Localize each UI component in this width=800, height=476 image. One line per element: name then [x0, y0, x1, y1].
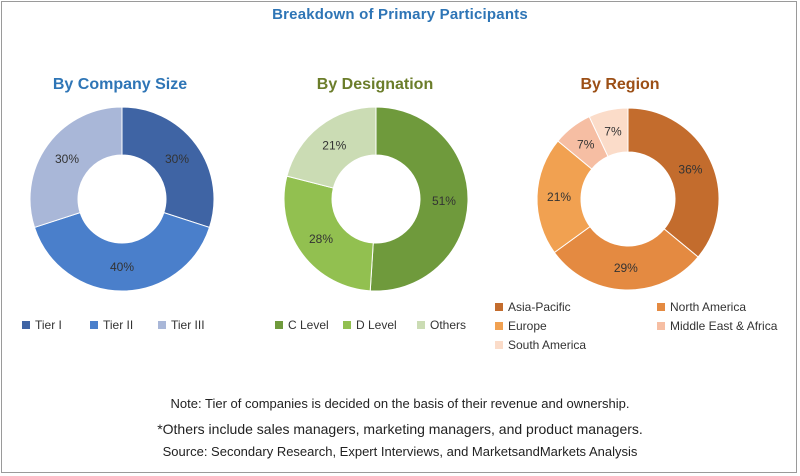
data-label-c-level: 51% — [432, 194, 456, 208]
legend-label: Middle East & Africa — [670, 319, 778, 333]
slice-asia-pacific — [627, 107, 720, 258]
data-label-south-america: 7% — [604, 125, 622, 139]
legend-label: Tier III — [171, 318, 205, 332]
legend-swatch — [495, 322, 503, 330]
legend-swatch — [90, 321, 98, 329]
legend-item-tier-iii: Tier III — [158, 318, 205, 332]
legend-swatch — [417, 321, 425, 329]
slice-tier-i — [121, 106, 215, 229]
tier-note: Note: Tier of companies is decided on th… — [170, 396, 630, 411]
legend-label: Others — [430, 318, 467, 332]
legend-item-d-level: D Level — [343, 318, 397, 332]
others-note: *Others include sales managers, marketin… — [157, 421, 643, 437]
legend-swatch — [495, 303, 503, 311]
legend-item-middle-east-africa: Middle East & Africa — [657, 319, 777, 333]
data-label-middle-east-africa: 7% — [577, 137, 595, 151]
slice-others — [286, 106, 377, 189]
legend-region: Asia-Pacific North America Europe Middle Ea… — [490, 300, 795, 360]
chart-title-company-size: By Company Size — [52, 76, 188, 93]
data-label-tier-iii: 30% — [55, 152, 79, 166]
legend-swatch — [495, 341, 503, 349]
legend-company-size: Tier I Tier II Tier III — [0, 318, 250, 338]
donut-region: 36% 29% 21% 7% 7% — [536, 107, 720, 291]
chart-title-designation: By Designation — [316, 76, 434, 93]
legend-swatch — [343, 321, 351, 329]
donut-designation: 51% 28% 21% — [283, 106, 469, 292]
slice-europe — [536, 140, 593, 254]
legend-label: South America — [508, 338, 587, 352]
data-label-asia-pacific: 36% — [678, 163, 702, 177]
legend-designation: C Level D Level Others — [255, 318, 505, 338]
legend-swatch — [657, 303, 665, 311]
legend-item-south-america: South America — [495, 338, 586, 352]
data-label-d-level: 28% — [309, 232, 333, 246]
legend-item-europe: Europe — [495, 319, 547, 333]
slice-tier-iii — [29, 106, 123, 229]
legend-item-c-level: C Level — [275, 318, 329, 332]
legend-swatch — [275, 321, 283, 329]
slice-c-level — [369, 106, 469, 292]
legend-item-tier-i: Tier I — [22, 318, 62, 332]
legend-swatch — [158, 321, 166, 329]
data-label-north-america: 29% — [614, 261, 638, 275]
data-label-others: 21% — [322, 138, 346, 152]
legend-label: North America — [670, 300, 747, 314]
donut-company-size: 30% 40% 30% — [29, 106, 215, 292]
chart-title-region: By Region — [580, 76, 660, 93]
legend-label: D Level — [356, 318, 397, 332]
legend-item-tier-ii: Tier II — [90, 318, 133, 332]
legend-swatch — [22, 321, 30, 329]
legend-swatch — [657, 322, 665, 330]
main-title: Breakdown of Primary Participants — [272, 6, 528, 23]
data-label-tier-ii: 40% — [110, 260, 134, 274]
data-label-europe: 21% — [547, 190, 571, 204]
slice-south-america — [588, 107, 629, 158]
legend-item-asia-pacific: Asia-Pacific — [495, 300, 571, 314]
legend-label: Europe — [508, 319, 547, 333]
source-note: Source: Secondary Research, Expert Inter… — [162, 444, 638, 459]
legend-label: Asia-Pacific — [508, 300, 571, 314]
legend-label: Tier I — [35, 318, 62, 332]
legend-item-others: Others — [417, 318, 466, 332]
slice-north-america — [553, 225, 699, 291]
legend-label: Tier II — [103, 318, 134, 332]
slice-d-level — [283, 175, 374, 292]
legend-item-north-america: North America — [657, 300, 746, 314]
data-label-tier-i: 30% — [165, 152, 189, 166]
slice-tier-ii — [33, 211, 211, 292]
legend-label: C Level — [288, 318, 329, 332]
